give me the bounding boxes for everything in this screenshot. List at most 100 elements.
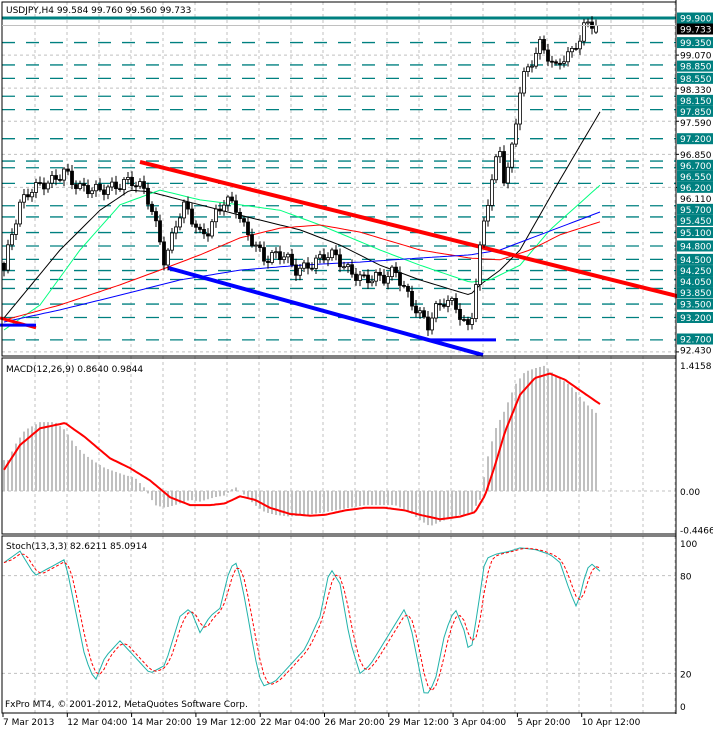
bear-candle [558, 62, 562, 65]
macd-histogram-bar [23, 431, 25, 491]
macd-histogram-bar [111, 470, 113, 491]
bull-candle [386, 276, 390, 284]
level-label-box [677, 37, 713, 49]
macd-histogram-bar [223, 491, 225, 496]
bear-candle [334, 249, 338, 256]
bear-candle [350, 264, 354, 275]
bull-candle [62, 168, 66, 181]
level-label-box [677, 60, 713, 72]
macd-histogram-bar [299, 491, 301, 516]
resistance-trendline[interactable] [139, 159, 713, 307]
stoch-axis-label: 100 [680, 540, 697, 550]
bear-candle [258, 244, 262, 248]
trendlines[interactable] [0, 159, 713, 357]
level-label: 98.850 [680, 63, 712, 73]
time-label: 10 Apr 12:00 [582, 718, 641, 728]
macd-histogram-bar [127, 475, 129, 491]
copyright-text: FxPro MT4, © 2001-2012, MetaQuotes Softw… [5, 700, 248, 710]
time-label: 22 Mar 04:00 [260, 718, 320, 728]
macd-histogram-bar [447, 491, 449, 520]
macd-histogram-bar [47, 422, 49, 491]
macd-histogram-bar [255, 491, 257, 506]
bull-candle [346, 264, 350, 268]
bear-candle [574, 48, 578, 50]
level-label-box [677, 333, 713, 345]
time-axis: 7 Mar 2013 12 Mar 04:00 14 Mar 20:00 19 Mar… [2, 712, 676, 728]
level-label-box [677, 265, 713, 277]
bear-candle [378, 271, 382, 276]
current-price-label: 99.733 [680, 26, 712, 36]
macd-histogram-bar [87, 456, 89, 491]
level-label-box [677, 214, 713, 226]
bear-candle [338, 254, 342, 268]
bear-candle [54, 175, 58, 180]
stoch-panel-frame [1, 535, 677, 714]
bull-candle [446, 300, 450, 307]
level-label: 93.200 [680, 314, 712, 324]
bull-candle [270, 252, 274, 263]
time-label: 29 Mar 12:00 [389, 718, 449, 728]
bear-candle [462, 319, 466, 321]
bull-candle [46, 182, 50, 190]
bull-candle [214, 208, 218, 223]
bull-candle [506, 166, 510, 184]
level-label: 94.800 [680, 242, 712, 252]
macd-histogram-bar [15, 443, 17, 491]
level-label-box [677, 94, 713, 106]
bull-candle [106, 186, 110, 195]
macd-histogram-bar [527, 370, 529, 491]
macd-histogram-bar [131, 476, 133, 491]
macd-histogram-bar [11, 451, 13, 491]
macd-histogram-bar [163, 491, 165, 508]
macd-histogram-bar [211, 491, 213, 499]
level-label: 98.550 [680, 75, 712, 85]
macd-histogram-bar [487, 456, 489, 491]
level-label: 95.100 [680, 229, 712, 239]
bull-candle [578, 40, 582, 50]
macd-histogram-bar [387, 491, 389, 506]
bull-candle [538, 39, 542, 54]
bull-candle [342, 266, 346, 269]
macd-histogram-bar [543, 365, 545, 491]
bull-candle [34, 182, 38, 193]
bull-candle [50, 175, 54, 184]
bear-candle [142, 181, 146, 189]
macd-histogram-bar [103, 467, 105, 491]
bear-candle [194, 223, 198, 228]
macd-histogram-bar [575, 392, 577, 491]
bear-candle [230, 196, 234, 202]
bear-candle [262, 247, 266, 262]
macd-histogram-bar [371, 491, 373, 506]
macd-histogram-bar [407, 491, 409, 512]
macd-histogram-bar [507, 402, 509, 491]
macd-histogram-bar [19, 437, 21, 491]
bull-candle [78, 183, 82, 189]
macd-histogram-bar [227, 491, 229, 493]
bull-candle [566, 51, 570, 63]
macd-histogram-bar [467, 491, 469, 515]
macd-histogram-bar [359, 491, 361, 507]
bear-candle [130, 177, 134, 187]
level-label: 95.700 [680, 206, 712, 216]
level-label: 98.150 [680, 97, 712, 107]
macd-histogram-bar [243, 491, 245, 495]
bull-candle [570, 48, 574, 53]
bull-candle [530, 65, 534, 68]
macd-histogram-bar [155, 491, 157, 506]
bull-candle [110, 181, 114, 188]
macd-histogram-bar [55, 422, 57, 491]
ma-green-line [3, 184, 601, 331]
bear-candle [502, 151, 506, 184]
macd-histogram-bar [195, 491, 197, 501]
macd-histogram-bar [539, 366, 541, 491]
bull-candle [298, 267, 302, 276]
bear-candle [266, 260, 270, 263]
bull-candle [314, 257, 318, 269]
bull-candle [358, 274, 362, 281]
ma-red-line [3, 221, 601, 321]
macd-histogram-bar [499, 419, 501, 491]
macd-histogram-bar [303, 491, 305, 515]
bear-candle [310, 267, 314, 270]
